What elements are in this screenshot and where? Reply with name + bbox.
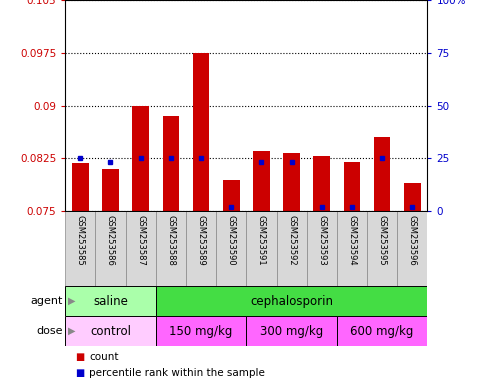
Text: dose: dose — [36, 326, 63, 336]
Bar — [96, 211, 126, 286]
Bar — [367, 211, 397, 286]
Text: 600 mg/kg: 600 mg/kg — [351, 324, 414, 338]
Bar — [404, 183, 421, 211]
Text: GSM253594: GSM253594 — [347, 215, 356, 266]
Text: control: control — [90, 324, 131, 338]
Bar — [374, 137, 390, 211]
Text: ■: ■ — [75, 368, 84, 378]
Bar — [193, 53, 209, 211]
Text: GSM253590: GSM253590 — [227, 215, 236, 266]
Bar — [65, 316, 156, 346]
Text: saline: saline — [93, 295, 128, 308]
Text: GSM253585: GSM253585 — [76, 215, 85, 266]
Bar — [253, 151, 270, 211]
Text: cephalosporin: cephalosporin — [250, 295, 333, 308]
Bar — [313, 156, 330, 211]
Text: GSM253595: GSM253595 — [378, 215, 387, 266]
Bar — [163, 116, 179, 211]
Text: GSM253588: GSM253588 — [166, 215, 175, 266]
Bar — [307, 211, 337, 286]
Text: percentile rank within the sample: percentile rank within the sample — [89, 368, 265, 378]
Text: 150 mg/kg: 150 mg/kg — [170, 324, 233, 338]
Text: count: count — [89, 352, 119, 362]
Bar — [246, 211, 276, 286]
Text: GSM253587: GSM253587 — [136, 215, 145, 266]
Text: GSM253586: GSM253586 — [106, 215, 115, 266]
Bar — [246, 316, 337, 346]
Bar — [337, 211, 367, 286]
Bar — [186, 211, 216, 286]
Text: ■: ■ — [75, 352, 84, 362]
Text: GSM253592: GSM253592 — [287, 215, 296, 266]
Bar — [397, 211, 427, 286]
Bar — [216, 211, 246, 286]
Bar — [132, 106, 149, 211]
Bar — [102, 169, 119, 211]
Text: GSM253591: GSM253591 — [257, 215, 266, 266]
Bar — [276, 211, 307, 286]
Text: 300 mg/kg: 300 mg/kg — [260, 324, 323, 338]
Bar — [126, 211, 156, 286]
Bar — [156, 286, 427, 316]
Text: ▶: ▶ — [68, 296, 75, 306]
Text: ▶: ▶ — [68, 326, 75, 336]
Bar — [284, 153, 300, 211]
Bar — [65, 211, 96, 286]
Bar — [344, 162, 360, 211]
Bar — [223, 179, 240, 211]
Text: GSM253593: GSM253593 — [317, 215, 327, 266]
Bar — [156, 316, 246, 346]
Text: agent: agent — [30, 296, 63, 306]
Text: GSM253589: GSM253589 — [197, 215, 206, 266]
Bar — [72, 163, 88, 211]
Bar — [337, 316, 427, 346]
Bar — [156, 211, 186, 286]
Bar — [65, 286, 156, 316]
Text: GSM253596: GSM253596 — [408, 215, 417, 266]
